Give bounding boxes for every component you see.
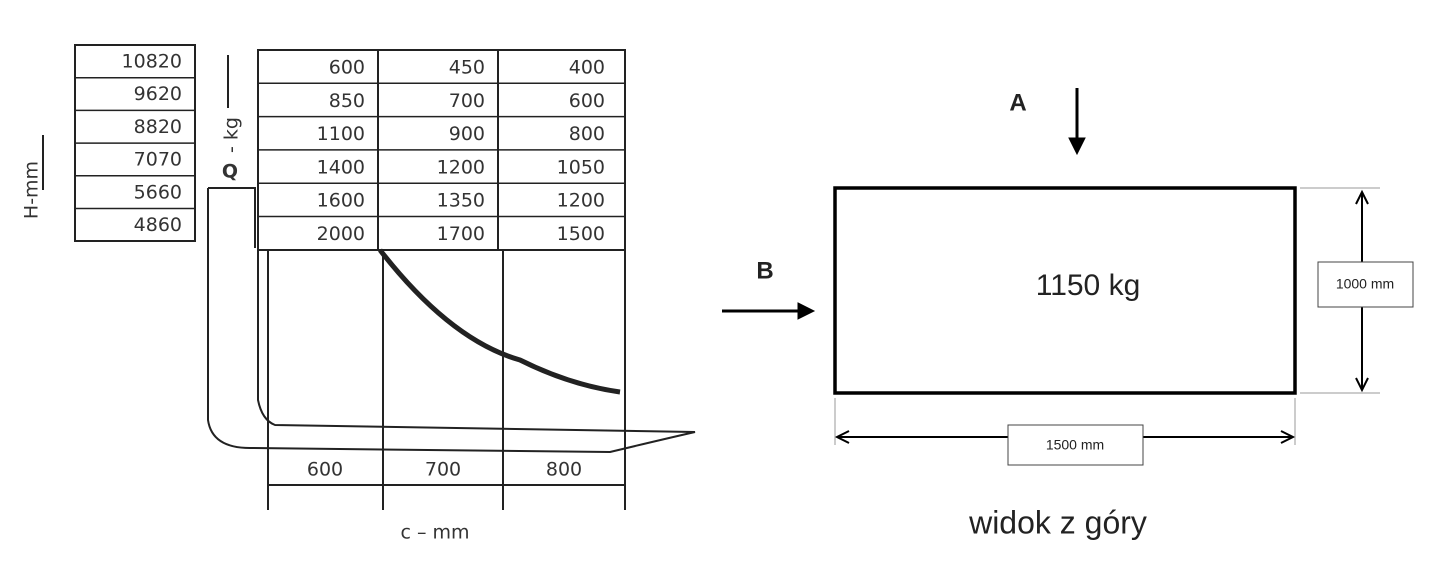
height-value: 8820 (134, 116, 182, 138)
distance-value: 600 (307, 459, 343, 481)
load-value: 800 (569, 123, 605, 145)
load-value: 1200 (437, 156, 485, 178)
width-label-box (1007, 424, 1144, 466)
scan-texts: 10820 9620 8820 7070 5660 4860 H-mm 600 450 400 85… (21, 51, 625, 544)
arrow-a-label: A (1009, 89, 1026, 116)
load-value: 2000 (317, 223, 365, 245)
arrow-b-head (797, 302, 816, 320)
distance-axis-label: c – mm (400, 522, 469, 544)
height-label: 1000 mm (1336, 276, 1394, 292)
load-value: 1700 (437, 223, 485, 245)
q-unit: - kg (221, 117, 243, 153)
height-value: 7070 (134, 149, 182, 171)
load-value: 850 (329, 90, 365, 112)
fork-drawing (42, 44, 696, 510)
load-curve (378, 248, 621, 395)
distance-value: 800 (546, 459, 582, 481)
load-value: 600 (569, 90, 605, 112)
height-value: 5660 (134, 181, 182, 203)
height-axis-label: H-mm (21, 161, 43, 219)
load-value: 1100 (317, 123, 365, 145)
height-value: 9620 (134, 83, 182, 105)
load-value: 1200 (557, 190, 605, 212)
load-value: 1350 (437, 190, 485, 212)
load-value: 1500 (557, 223, 605, 245)
height-dimension-heads (1355, 189, 1369, 393)
load-value: 600 (329, 57, 365, 79)
height-label-box (1317, 261, 1414, 308)
fork (207, 187, 696, 454)
arrow-a-head (1068, 137, 1086, 156)
load-value: 900 (449, 123, 485, 145)
load-label: 1150 kg (1036, 269, 1141, 302)
load-value: 1400 (317, 156, 365, 178)
width-dimension-heads (834, 430, 1296, 444)
q-symbol: Q (222, 161, 238, 183)
load-value: 700 (449, 90, 485, 112)
height-value: 4860 (134, 214, 182, 236)
caption: widok z góry (968, 504, 1147, 540)
load-value: 400 (569, 57, 605, 79)
arrow-b-label: B (756, 257, 773, 284)
load-value: 1600 (317, 190, 365, 212)
distance-value: 700 (425, 459, 461, 481)
load-outline (833, 186, 1297, 395)
top-view (722, 88, 1414, 466)
height-value: 10820 (122, 51, 182, 73)
width-label: 1500 mm (1046, 437, 1104, 453)
load-value: 450 (449, 57, 485, 79)
load-value: 1050 (557, 156, 605, 178)
